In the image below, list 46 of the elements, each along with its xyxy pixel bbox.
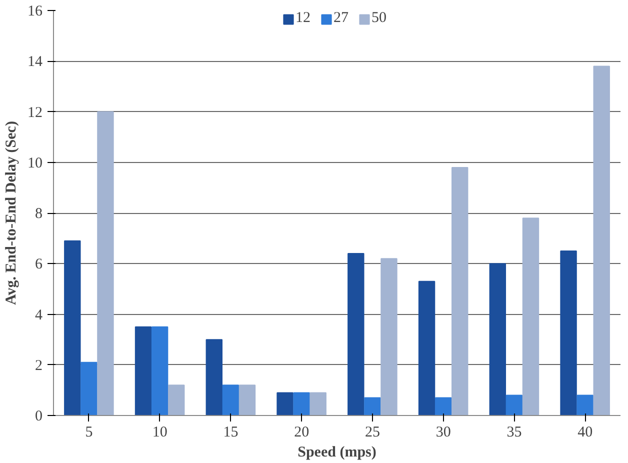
bar — [293, 392, 310, 416]
x-tick-label: 35 — [506, 424, 522, 440]
bar — [560, 250, 577, 416]
y-tick-label: 10 — [28, 155, 42, 172]
y-tick-label: 16 — [28, 4, 43, 20]
legend-label: 50 — [372, 10, 388, 27]
bar — [80, 362, 98, 416]
bar — [151, 326, 168, 416]
bar — [97, 111, 114, 416]
legend-label: 27 — [334, 10, 350, 27]
bar — [522, 218, 540, 416]
x-tick-label: 15 — [223, 424, 238, 440]
y-tick-label: 2 — [35, 358, 42, 374]
bar — [134, 326, 152, 416]
y-axis-title: Avg. End-to-End Delay (Sec) — [4, 121, 20, 305]
bar — [364, 397, 381, 416]
bar — [310, 392, 326, 416]
y-tick-label: 6 — [35, 256, 43, 273]
x-tick-label: 20 — [294, 424, 310, 440]
x-tick-label: 30 — [436, 424, 451, 440]
bar — [348, 253, 364, 416]
bar — [576, 394, 594, 416]
bar — [434, 397, 452, 416]
x-tick-label: 5 — [85, 424, 93, 440]
x-tick-label: 25 — [364, 424, 380, 440]
legend-label: 12 — [296, 10, 312, 27]
y-tick-label: 0 — [35, 408, 42, 424]
y-tick-label: 8 — [35, 206, 42, 222]
y-tick-label: 4 — [35, 307, 43, 324]
x-tick-label: 10 — [152, 424, 168, 440]
y-tick-label: 12 — [28, 104, 42, 121]
bar — [64, 240, 81, 416]
x-tick-label: 40 — [578, 424, 593, 440]
x-axis-title: Speed (mps) — [298, 444, 376, 460]
bar — [276, 392, 294, 416]
bar — [451, 166, 468, 416]
bar — [506, 394, 523, 416]
bar — [418, 280, 436, 416]
bar — [206, 339, 223, 416]
bar — [222, 384, 240, 416]
bar — [380, 258, 398, 416]
bar — [168, 384, 185, 416]
bar — [238, 384, 256, 416]
bar — [593, 66, 610, 416]
bar — [489, 263, 506, 416]
y-tick-label: 14 — [28, 54, 43, 70]
